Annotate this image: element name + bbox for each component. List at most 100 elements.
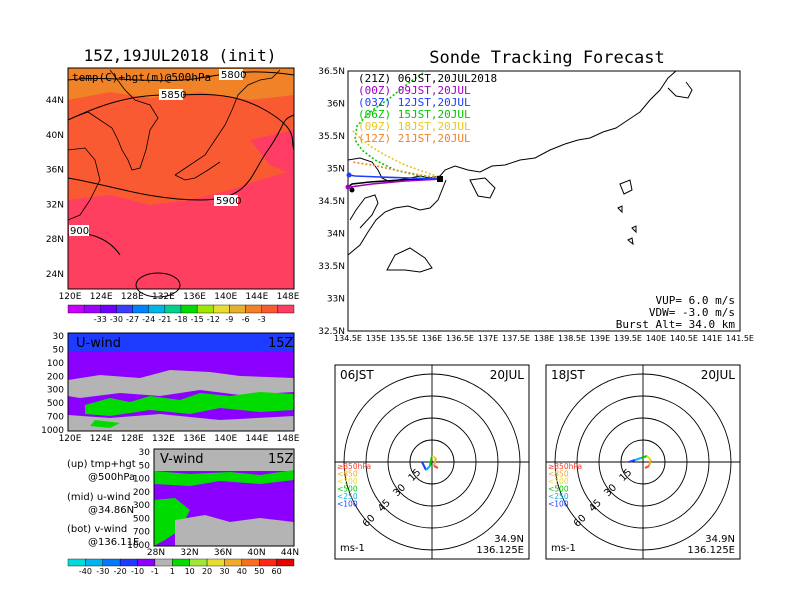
track-06z [354, 70, 443, 179]
track-lon-label: 138.5E [558, 334, 586, 343]
hodograph-segment [646, 455, 652, 461]
map-lat-label: 24N [46, 270, 64, 280]
wind-colorbar-label: 60 [272, 567, 282, 576]
v-wind-low-south [154, 498, 190, 546]
track-12z [351, 161, 443, 179]
u-wind-lon-label: 120E [59, 434, 82, 444]
landing-point-00z [345, 184, 351, 190]
hodograph-segment [628, 459, 636, 463]
temp-colorbar-swatch [132, 304, 149, 314]
track-lon-label: 140E [646, 334, 666, 343]
polar-level-label: <500 [337, 485, 358, 494]
v-wind-pressure-label: 200 [133, 488, 150, 498]
track-lat-label: 32.5N [318, 327, 345, 337]
polar-level-label: <700 [337, 477, 358, 486]
map-lon-label: 128E [121, 292, 144, 302]
polar-unit: ms-1 [340, 543, 365, 554]
map-lon-label: 120E [59, 292, 82, 302]
temp-colorbar-label: -27 [126, 315, 139, 324]
polar-level-label: <700 [548, 477, 569, 486]
temp-colorbar-label: -6 [242, 315, 250, 324]
wind-colorbar-label: -40 [79, 567, 92, 576]
track-lat-label: 33.5N [318, 262, 345, 272]
track-lon-label: 136.5E [446, 334, 474, 343]
legend-mid-sub: @34.86N [88, 505, 134, 516]
u-wind-pressure-label: 1000 [41, 426, 64, 436]
landing-point-03z [346, 172, 352, 178]
v-wind-pressure-label: 30 [139, 448, 151, 458]
track-lon-label: 137.5E [502, 334, 530, 343]
u-wind-pressure-label: 50 [53, 345, 65, 355]
launch-point [437, 176, 443, 182]
u-wind-lon-labels: 120E 124E 128E 132E 136E 140E 144E 148E [59, 434, 300, 444]
v-wind-upper-band [154, 449, 294, 471]
warm-region-east [250, 130, 294, 175]
v-wind-pressure-label: 700 [133, 528, 150, 538]
coastline-china [67, 147, 101, 221]
height-contour-high [135, 272, 181, 298]
hodograph-segment [431, 455, 437, 459]
u-wind-strat-band [68, 333, 294, 351]
u-wind-pressure-label: 700 [47, 413, 64, 423]
u-wind-pressure-label: 500 [47, 399, 64, 409]
v-wind-lat-label: 28N [147, 548, 165, 558]
map-frame [67, 67, 295, 290]
polar-level-label: <250 [337, 492, 358, 501]
polar-level-label: ≥850hPa [337, 462, 371, 471]
u-wind-lon-label: 148E [277, 434, 300, 444]
coastline-boso [667, 81, 693, 99]
track-lon-label: 136E [422, 334, 442, 343]
track-vdw: VDW= -3.0 m/s [649, 306, 735, 319]
map-lat-label: 40N [46, 131, 64, 141]
map-label: temp(C)+hgt(m)@500hPa [72, 71, 211, 84]
hodograph-segment [634, 457, 642, 461]
u-wind-frame [67, 332, 295, 432]
polar-level-label: <100 [337, 500, 358, 509]
v-wind-low-band [175, 515, 294, 546]
polar-lat: 34.9N [705, 534, 735, 545]
temp-colorbar-label: -9 [225, 315, 233, 324]
coastline-shikoku [174, 161, 221, 181]
polar-level-label: <250 [548, 492, 569, 501]
track-lon-label: 141.5E [726, 334, 754, 343]
track-burst: Burst Alt= 34.0 km [616, 318, 736, 331]
v-wind-pressure-label: 1000 [127, 541, 150, 551]
hodograph-segment [425, 465, 431, 471]
track-legend-entry: (12Z) 21JST,20JUL [358, 132, 471, 145]
v-wind-lat-label: 32N [180, 548, 198, 558]
island-1 [619, 179, 633, 195]
polar-level-label: <850 [337, 470, 358, 479]
u-wind-lon-label: 132E [152, 434, 175, 444]
u-wind-low-band [68, 414, 294, 431]
temp-colorbar-label: -3 [258, 315, 266, 324]
temp-colorbar-swatch [100, 304, 117, 314]
map-lat-label: 32N [46, 200, 64, 210]
temp-colorbar-label: -33 [94, 315, 107, 324]
contour-label-900: 900 [70, 226, 89, 237]
contour-label-5900: 5900 [216, 196, 241, 207]
track-lon-label: 137E [478, 334, 498, 343]
track-frame [347, 70, 741, 332]
temp-colorbar-label: -12 [207, 315, 220, 324]
v-wind-panel: V-wind 15Z [153, 448, 295, 547]
track-lon-label: 135.5E [390, 334, 418, 343]
wind-colorbar-label: -20 [114, 567, 127, 576]
wind-colorbar-swatch [224, 558, 243, 567]
track-title: Sonde Tracking Forecast [429, 48, 664, 68]
map-lon-label: 124E [90, 292, 113, 302]
temp-colorbar-swatch [196, 304, 214, 314]
legend-up-sub: @500hPa [88, 472, 135, 483]
track-00z [349, 178, 443, 188]
wind-colorbar-swatch [276, 558, 295, 567]
v-wind-lat-label: 40N [247, 548, 265, 558]
contour-label-bg-2 [159, 89, 183, 100]
track-lat-label: 35N [327, 165, 345, 175]
wind-colorbar-swatch [259, 558, 277, 567]
contour-label-5800: 5800 [221, 70, 246, 81]
hodograph-segment [644, 465, 650, 469]
track-lon-label: 140.5E [670, 334, 698, 343]
wind-colorbar-label: 30 [219, 567, 229, 576]
hodograph-segment [433, 457, 437, 467]
track-lat-label: 35.5N [318, 132, 345, 142]
